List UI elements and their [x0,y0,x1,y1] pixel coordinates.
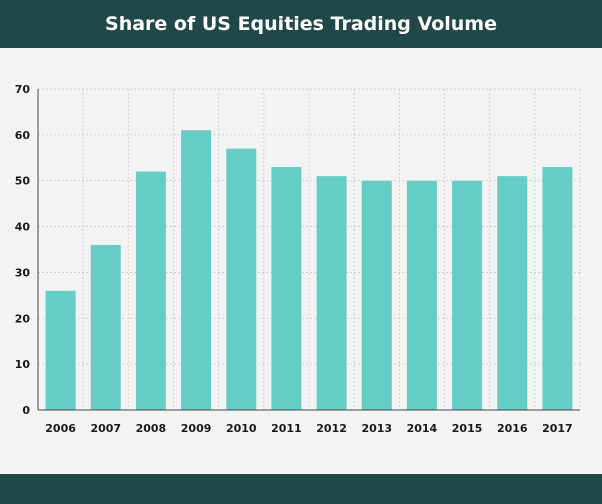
x-tick-labels: 2006 2007 2008 2009 2010 2011 2012 2013 2014 2015… [45,422,572,435]
bar-2010 [226,148,257,410]
bars [45,130,573,410]
bar-2009 [181,130,212,410]
chart-title: Share of US Equities Trading Volume [105,13,497,35]
x-tick-label: 2016 [497,422,528,435]
y-tick-labels: 0 10 20 30 40 50 60 70 [15,83,31,417]
x-tick-label: 2010 [226,422,257,435]
x-tick-label: 2011 [271,422,302,435]
x-tick-label: 2012 [316,422,347,435]
bar-2006 [45,290,76,410]
bar-2016 [497,176,528,410]
bar-2008 [135,171,166,410]
bar-2011 [271,166,302,410]
y-tick-label: 10 [15,358,31,371]
y-tick-label: 40 [15,221,31,234]
x-tick-label: 2015 [452,422,483,435]
bar-2007 [90,244,121,410]
axes [37,89,580,411]
y-tick-label: 20 [15,312,31,325]
y-tick-label: 50 [15,175,31,188]
bar-2012 [316,176,347,410]
bar-2017 [542,166,573,410]
x-tick-label: 2014 [407,422,438,435]
y-tick-label: 60 [15,129,31,142]
bar-2014 [406,180,437,410]
y-tick-label: 30 [15,266,31,279]
bar-chart: 0 10 20 30 40 50 60 70 2006 2007 2008 2009 2010 2011… [15,83,581,435]
y-tick-label: 70 [15,83,31,96]
bar-2015 [452,180,483,410]
chart-header: Share of US Equities Trading Volume [0,0,602,48]
x-tick-label: 2017 [542,422,573,435]
x-tick-label: 2009 [181,422,212,435]
bar-2013 [361,180,392,410]
x-tick-label: 2006 [45,422,76,435]
x-tick-label: 2008 [136,422,167,435]
footer-bar [0,474,602,504]
x-tick-label: 2013 [361,422,392,435]
y-tick-label: 0 [22,404,30,417]
x-tick-label: 2007 [90,422,121,435]
gridlines [38,88,581,410]
